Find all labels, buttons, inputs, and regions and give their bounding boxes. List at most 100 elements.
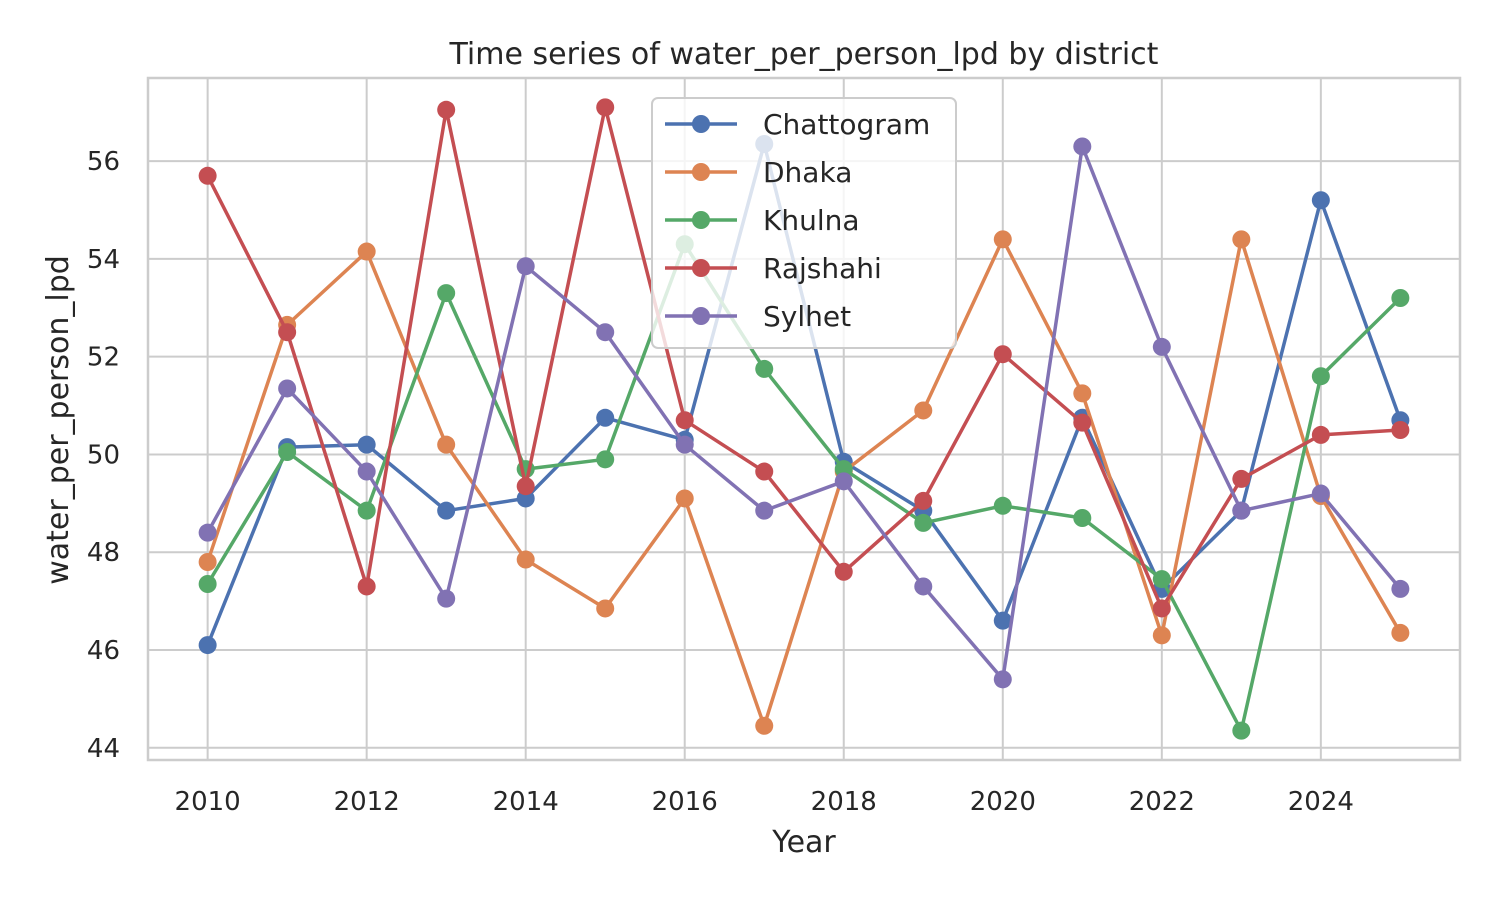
data-point-chattogram [993, 611, 1012, 630]
data-point-dhaka [516, 550, 535, 569]
x-tick-label: 2016 [652, 787, 718, 817]
data-point-khulna [1232, 721, 1251, 740]
x-tick-label: 2020 [970, 787, 1036, 817]
legend-swatch-marker [692, 307, 710, 325]
data-point-sylhet [437, 589, 456, 608]
data-point-sylhet [1073, 137, 1092, 156]
data-point-khulna [1391, 289, 1410, 307]
data-point-sylhet [993, 670, 1012, 689]
y-tick-label: 46 [87, 636, 120, 666]
x-tick-label: 2010 [175, 787, 241, 817]
x-tick-label: 2014 [493, 787, 559, 817]
y-tick-label: 54 [87, 245, 120, 275]
data-point-sylhet [1311, 484, 1330, 503]
series-rajshahi [198, 98, 1410, 618]
data-point-khulna [278, 443, 297, 461]
y-tick-label: 44 [87, 734, 120, 764]
legend-label: Dhaka [763, 156, 852, 189]
legend-swatch-marker [692, 211, 710, 229]
data-point-khulna [1311, 367, 1330, 386]
x-tick-label: 2022 [1129, 787, 1195, 817]
data-point-khulna [914, 513, 933, 532]
data-point-rajshahi [1311, 425, 1330, 444]
y-tick-label: 50 [87, 440, 120, 470]
legend-item-khulna: Khulna [665, 204, 860, 237]
y-tick-label: 48 [87, 538, 120, 568]
data-point-sylhet [1232, 501, 1251, 520]
data-point-rajshahi [675, 411, 694, 430]
data-point-rajshahi [914, 491, 933, 510]
data-point-dhaka [1391, 623, 1410, 642]
x-tick-label: 2012 [334, 787, 400, 817]
legend-label: Chattogram [763, 108, 930, 141]
data-point-chattogram [437, 501, 456, 520]
data-point-khulna [1152, 570, 1171, 589]
data-point-sylhet [357, 462, 376, 481]
series-line-khulna [206, 242, 1402, 733]
data-point-dhaka [675, 489, 694, 508]
y-axis-label: water_per_person_lpd [41, 255, 76, 585]
data-point-rajshahi [516, 477, 535, 496]
data-point-chattogram [357, 435, 376, 454]
legend-box [651, 97, 957, 349]
data-point-dhaka [596, 599, 615, 618]
data-point-rajshahi [1152, 599, 1171, 618]
data-point-rajshahi [1391, 421, 1410, 439]
legend-item-sylhet: Sylhet [665, 300, 851, 333]
legend-label: Rajshahi [763, 252, 882, 285]
data-point-sylhet [516, 257, 535, 276]
series-line-sylhet [206, 144, 1402, 682]
data-point-dhaka [198, 553, 217, 571]
data-point-sylhet [675, 435, 694, 454]
data-point-rajshahi [1073, 413, 1092, 432]
data-point-sylhet [198, 523, 217, 542]
data-point-rajshahi [357, 577, 376, 596]
data-point-sylhet [834, 472, 853, 491]
data-point-rajshahi [1232, 469, 1251, 488]
data-point-rajshahi [278, 323, 297, 342]
legend-label: Khulna [763, 204, 860, 237]
data-point-rajshahi [198, 166, 217, 185]
data-point-khulna [357, 501, 376, 520]
data-point-dhaka [755, 716, 774, 735]
data-point-dhaka [993, 230, 1012, 249]
data-point-chattogram [596, 408, 615, 427]
legend-item-dhaka: Dhaka [665, 156, 852, 189]
data-point-rajshahi [993, 345, 1012, 364]
data-point-rajshahi [755, 462, 774, 481]
legend-item-rajshahi: Rajshahi [665, 252, 882, 285]
plot-frame [146, 76, 1462, 762]
chart-title: Time series of water_per_person_lpd by d… [449, 37, 1159, 72]
legend-item-chattogram: Chattogram [665, 108, 930, 141]
legend: Chattogram Dhaka Khulna Rajshahi Sylhet [651, 97, 957, 349]
data-point-rajshahi [834, 562, 853, 581]
data-point-sylhet [755, 501, 774, 520]
data-point-dhaka [1232, 230, 1251, 249]
data-point-khulna [993, 496, 1012, 515]
data-point-dhaka [357, 242, 376, 261]
data-point-dhaka [1073, 384, 1092, 403]
y-tick-label: 52 [87, 343, 120, 373]
series-line-rajshahi [206, 105, 1401, 611]
data-point-dhaka [1152, 626, 1171, 645]
data-point-chattogram [198, 636, 217, 655]
data-point-sylhet [1391, 579, 1410, 598]
x-tick-label: 2024 [1288, 787, 1354, 817]
data-point-dhaka [914, 401, 933, 420]
data-point-sylhet [278, 379, 297, 398]
data-point-khulna [1073, 509, 1092, 527]
legend-swatch-marker [692, 115, 710, 133]
data-point-khulna [437, 284, 456, 303]
legend-swatch-marker [692, 259, 710, 277]
series-sylhet [198, 137, 1410, 689]
data-point-rajshahi [596, 98, 615, 117]
data-point-khulna [198, 575, 217, 593]
axis-ticks: 2010 2012 2014 2016 2018 2020 2022 2024 44 46 48 50… [87, 147, 1354, 817]
data-point-rajshahi [437, 100, 456, 119]
legend-label: Sylhet [763, 300, 851, 333]
data-point-sylhet [596, 323, 615, 342]
x-tick-label: 2018 [811, 787, 877, 817]
data-point-khulna [755, 359, 774, 378]
y-tick-label: 56 [87, 147, 120, 177]
